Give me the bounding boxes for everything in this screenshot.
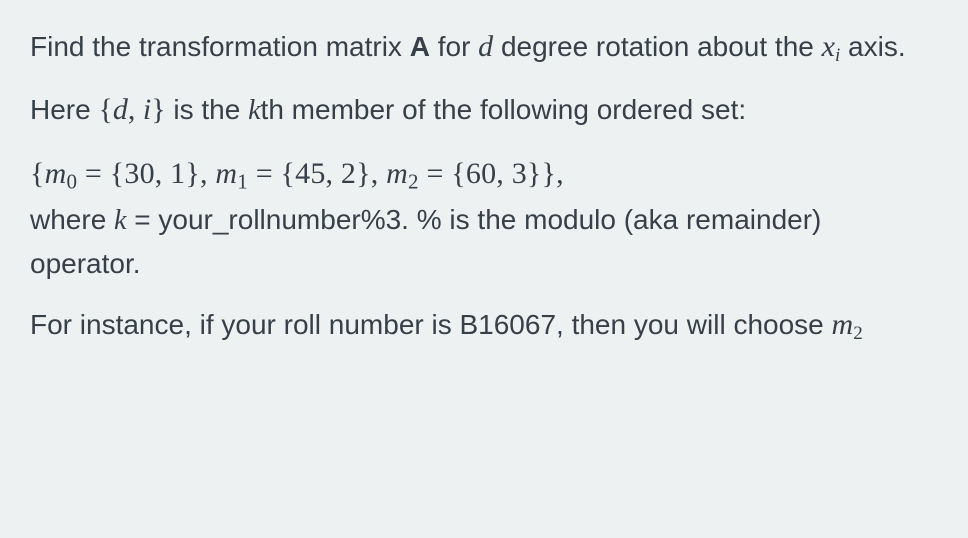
text: = your_rollnumber%3. % is the modulo (ak… — [30, 204, 821, 279]
sub2: 2 — [853, 322, 863, 343]
var-d: d — [113, 93, 128, 126]
sub0: 0 — [66, 169, 77, 193]
equals: = — [248, 157, 281, 190]
sub1: 1 — [237, 169, 248, 193]
text: degree rotation about the — [493, 31, 821, 62]
m: m — [45, 157, 67, 190]
sep: , — [371, 157, 386, 190]
tail: , — [556, 157, 564, 190]
var-i: i — [143, 93, 151, 126]
text: For instance, if your roll number is B16… — [30, 309, 832, 340]
m: m — [215, 157, 237, 190]
text: th member of the following ordered set: — [261, 94, 747, 125]
paragraph-2: Here {d, i} is the kth member of the fol… — [30, 87, 938, 134]
paragraph-4: For instance, if your roll number is B16… — [30, 302, 938, 349]
var-x: x — [822, 30, 835, 63]
text: axis. — [840, 31, 905, 62]
sub2: 2 — [408, 169, 419, 193]
text: Find the transformation matrix — [30, 31, 410, 62]
equals: = — [77, 157, 110, 190]
m1-term: m1 = {45, 2}, — [215, 155, 386, 190]
var-d: d — [478, 30, 493, 63]
matrix-A: A — [410, 31, 430, 62]
m: m — [386, 157, 408, 190]
text: is the — [166, 94, 248, 125]
m2-term: m2 = {60, 3}}, — [386, 155, 564, 190]
brace: { — [98, 93, 112, 126]
text: for — [430, 31, 478, 62]
ordered-set-line: {m0 = {30, 1}, m1 = {45, 2}, m2 = {60, 3… — [30, 149, 938, 286]
problem-text: Find the transformation matrix A for d d… — [0, 0, 968, 384]
paragraph-1: Find the transformation matrix A for d d… — [30, 24, 938, 71]
v2: {60, 3}} — [451, 157, 556, 190]
equals: = — [419, 157, 452, 190]
set-di: {d, i} — [98, 93, 165, 126]
brace: } — [151, 93, 165, 126]
m0-term: {m0 = {30, 1}, — [30, 155, 215, 190]
v1: {45, 2} — [281, 157, 371, 190]
kth-k: k — [248, 95, 260, 126]
comma: , — [128, 93, 143, 126]
text: Here — [30, 94, 98, 125]
var-m: m — [832, 308, 854, 341]
var-k: k — [114, 205, 126, 236]
sep: , — [200, 157, 215, 190]
text: where — [30, 204, 114, 235]
v0: {30, 1} — [110, 157, 200, 190]
